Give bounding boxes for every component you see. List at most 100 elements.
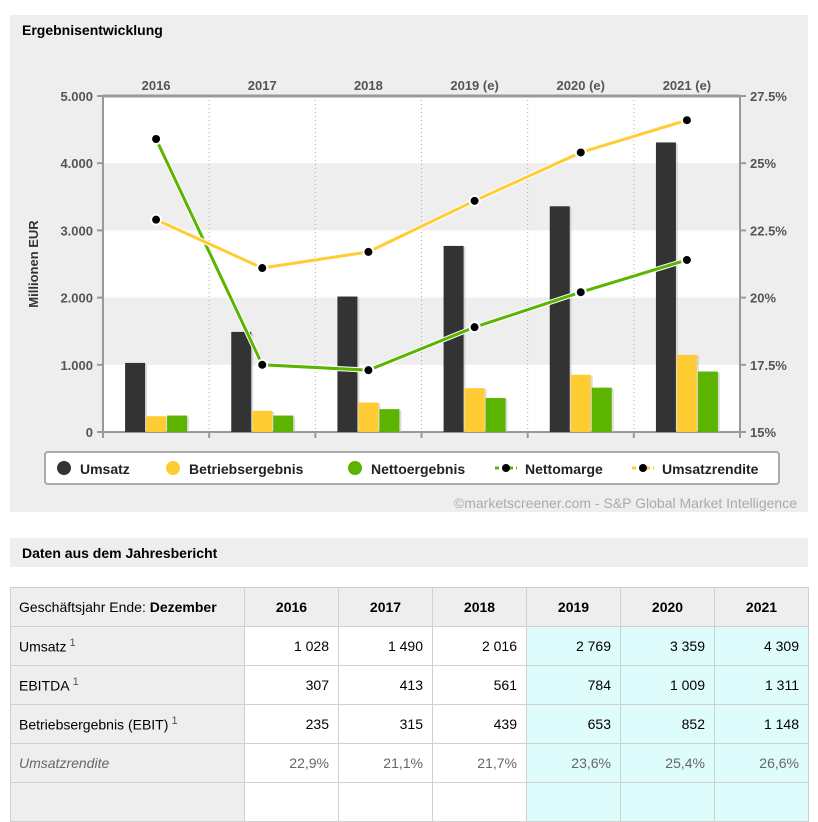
x-tick-label: 2020 (e) <box>557 78 605 93</box>
point-umsatzrendite <box>680 114 693 127</box>
table-header-row: Geschäftsjahr Ende: Dezember 2016 2017 201… <box>10 587 809 627</box>
table-cell: 852 <box>620 704 715 744</box>
point-nettomarge <box>680 253 693 266</box>
legend-marker-betriebsergebnis <box>166 461 180 475</box>
chart-credit: ©marketscreener.com - S&P Global Market … <box>453 495 797 511</box>
footnote-marker: 1 <box>168 715 178 728</box>
bar-umsatz <box>443 245 464 432</box>
x-tick-label: 2019 (e) <box>450 78 498 93</box>
bar-betriebsergebnis <box>570 374 591 432</box>
fiscal-year-text: Geschäftsjahr Ende: <box>19 599 150 615</box>
annual-report-header: Daten aus dem Jahresbericht <box>10 538 808 567</box>
grid-band <box>103 297 740 365</box>
bar-umsatz <box>655 142 676 433</box>
fiscal-year-label: Geschäftsjahr Ende: Dezember <box>10 587 245 627</box>
table-cell: 23,6% <box>526 743 621 783</box>
point-umsatzrendite <box>468 194 481 207</box>
table-cell: 413 <box>338 665 433 705</box>
table-cell: 4 309 <box>714 626 809 666</box>
bar-umsatz <box>231 331 252 432</box>
y2-tick-label: 17.5% <box>750 358 787 373</box>
year-header: 2019 <box>526 587 621 627</box>
table-cell: 3 359 <box>620 626 715 666</box>
x-tick-label: 2018 <box>354 78 383 93</box>
table-cell <box>714 782 809 822</box>
legend-marker-umsatz <box>57 461 71 475</box>
table-cell: 439 <box>432 704 527 744</box>
row-label: Betriebsergebnis (EBIT) 1 <box>10 704 245 744</box>
row-label: EBITDA 1 <box>10 665 245 705</box>
y-tick-label: 3.000 <box>60 223 93 238</box>
x-tick-label: 2017 <box>248 78 277 93</box>
bar-nettoergebnis <box>485 398 506 432</box>
bar-betriebsergebnis <box>358 402 379 432</box>
year-header: 2017 <box>338 587 433 627</box>
table-cell: 235 <box>244 704 339 744</box>
table-cell: 1 490 <box>338 626 433 666</box>
table-row: Umsatzrendite 22,9% 21,1% 21,7% 23,6% 25,4% 26… <box>10 743 809 783</box>
y-axis-label: Millionen EUR <box>26 220 41 308</box>
footnote-marker: 1 <box>69 676 79 689</box>
table-cell: 21,1% <box>338 743 433 783</box>
legend-marker-nettomarge <box>502 464 510 472</box>
table-row: EBITDA 1 307 413 561 784 1 009 1 311 <box>10 665 809 705</box>
y2-tick-label: 22.5% <box>750 223 787 238</box>
y2-tick-label: 20% <box>750 291 776 306</box>
table-cell: 21,7% <box>432 743 527 783</box>
row-label: Umsatz 1 <box>10 626 245 666</box>
table-cell: 653 <box>526 704 621 744</box>
table-cell <box>10 782 245 822</box>
line-nettomarge <box>154 138 688 372</box>
bar-nettoergebnis <box>697 371 718 432</box>
y2-tick-label: 27.5% <box>750 89 787 104</box>
point-umsatzrendite <box>150 213 163 226</box>
y-tick-label: 5.000 <box>60 89 93 104</box>
table-cell: 26,6% <box>714 743 809 783</box>
table-cell <box>338 782 433 822</box>
footnote-marker: 1 <box>66 637 76 650</box>
bar-umsatz <box>549 206 570 432</box>
bar-nettoergebnis <box>167 415 188 432</box>
table-cell <box>244 782 339 822</box>
table-cell: 25,4% <box>620 743 715 783</box>
legend-label: Nettoergebnis <box>371 461 465 477</box>
table-cell: 2 016 <box>432 626 527 666</box>
year-header: 2016 <box>244 587 339 627</box>
x-tick-label: 2021 (e) <box>663 78 711 93</box>
bar-betriebsergebnis <box>464 388 485 432</box>
line-umsatzrendite <box>155 118 688 270</box>
table-cell <box>432 782 527 822</box>
bar-betriebsergebnis <box>146 416 167 432</box>
table-cell: 784 <box>526 665 621 705</box>
results-chart: 2016 2017 2018 2019 (e) 2020 (e) 2021 (e) 0 1.0… <box>26 78 787 485</box>
y-tick-label: 1.000 <box>60 358 93 373</box>
point-umsatzrendite <box>362 245 375 258</box>
point-nettomarge <box>574 286 587 299</box>
table-cell: 1 028 <box>244 626 339 666</box>
table-row <box>10 782 809 822</box>
table-cell: 2 769 <box>526 626 621 666</box>
x-tick-label: 2016 <box>142 78 171 93</box>
table-cell: 561 <box>432 665 527 705</box>
bar-umsatz <box>125 362 146 432</box>
legend-label: Betriebsergebnis <box>189 461 304 477</box>
chart-title: Ergebnisentwicklung <box>22 22 163 38</box>
point-nettomarge <box>150 133 163 146</box>
bar-umsatz <box>337 296 358 432</box>
table-cell <box>620 782 715 822</box>
point-nettomarge <box>468 321 481 334</box>
legend-label: Umsatz <box>80 461 130 477</box>
legend <box>44 451 780 485</box>
fiscal-year-month: Dezember <box>149 599 217 615</box>
year-header: 2021 <box>714 587 809 627</box>
year-header: 2020 <box>620 587 715 627</box>
bar-betriebsergebnis <box>676 354 697 432</box>
table-cell: 1 311 <box>714 665 809 705</box>
annual-report-table: Geschäftsjahr Ende: Dezember 2016 2017 201… <box>10 587 809 822</box>
legend-marker-umsatzrendite <box>639 464 647 472</box>
table-cell <box>526 782 621 822</box>
bar-nettoergebnis <box>379 409 400 432</box>
y2-tick-label: 25% <box>750 156 776 171</box>
row-label: Umsatzrendite <box>10 743 245 783</box>
